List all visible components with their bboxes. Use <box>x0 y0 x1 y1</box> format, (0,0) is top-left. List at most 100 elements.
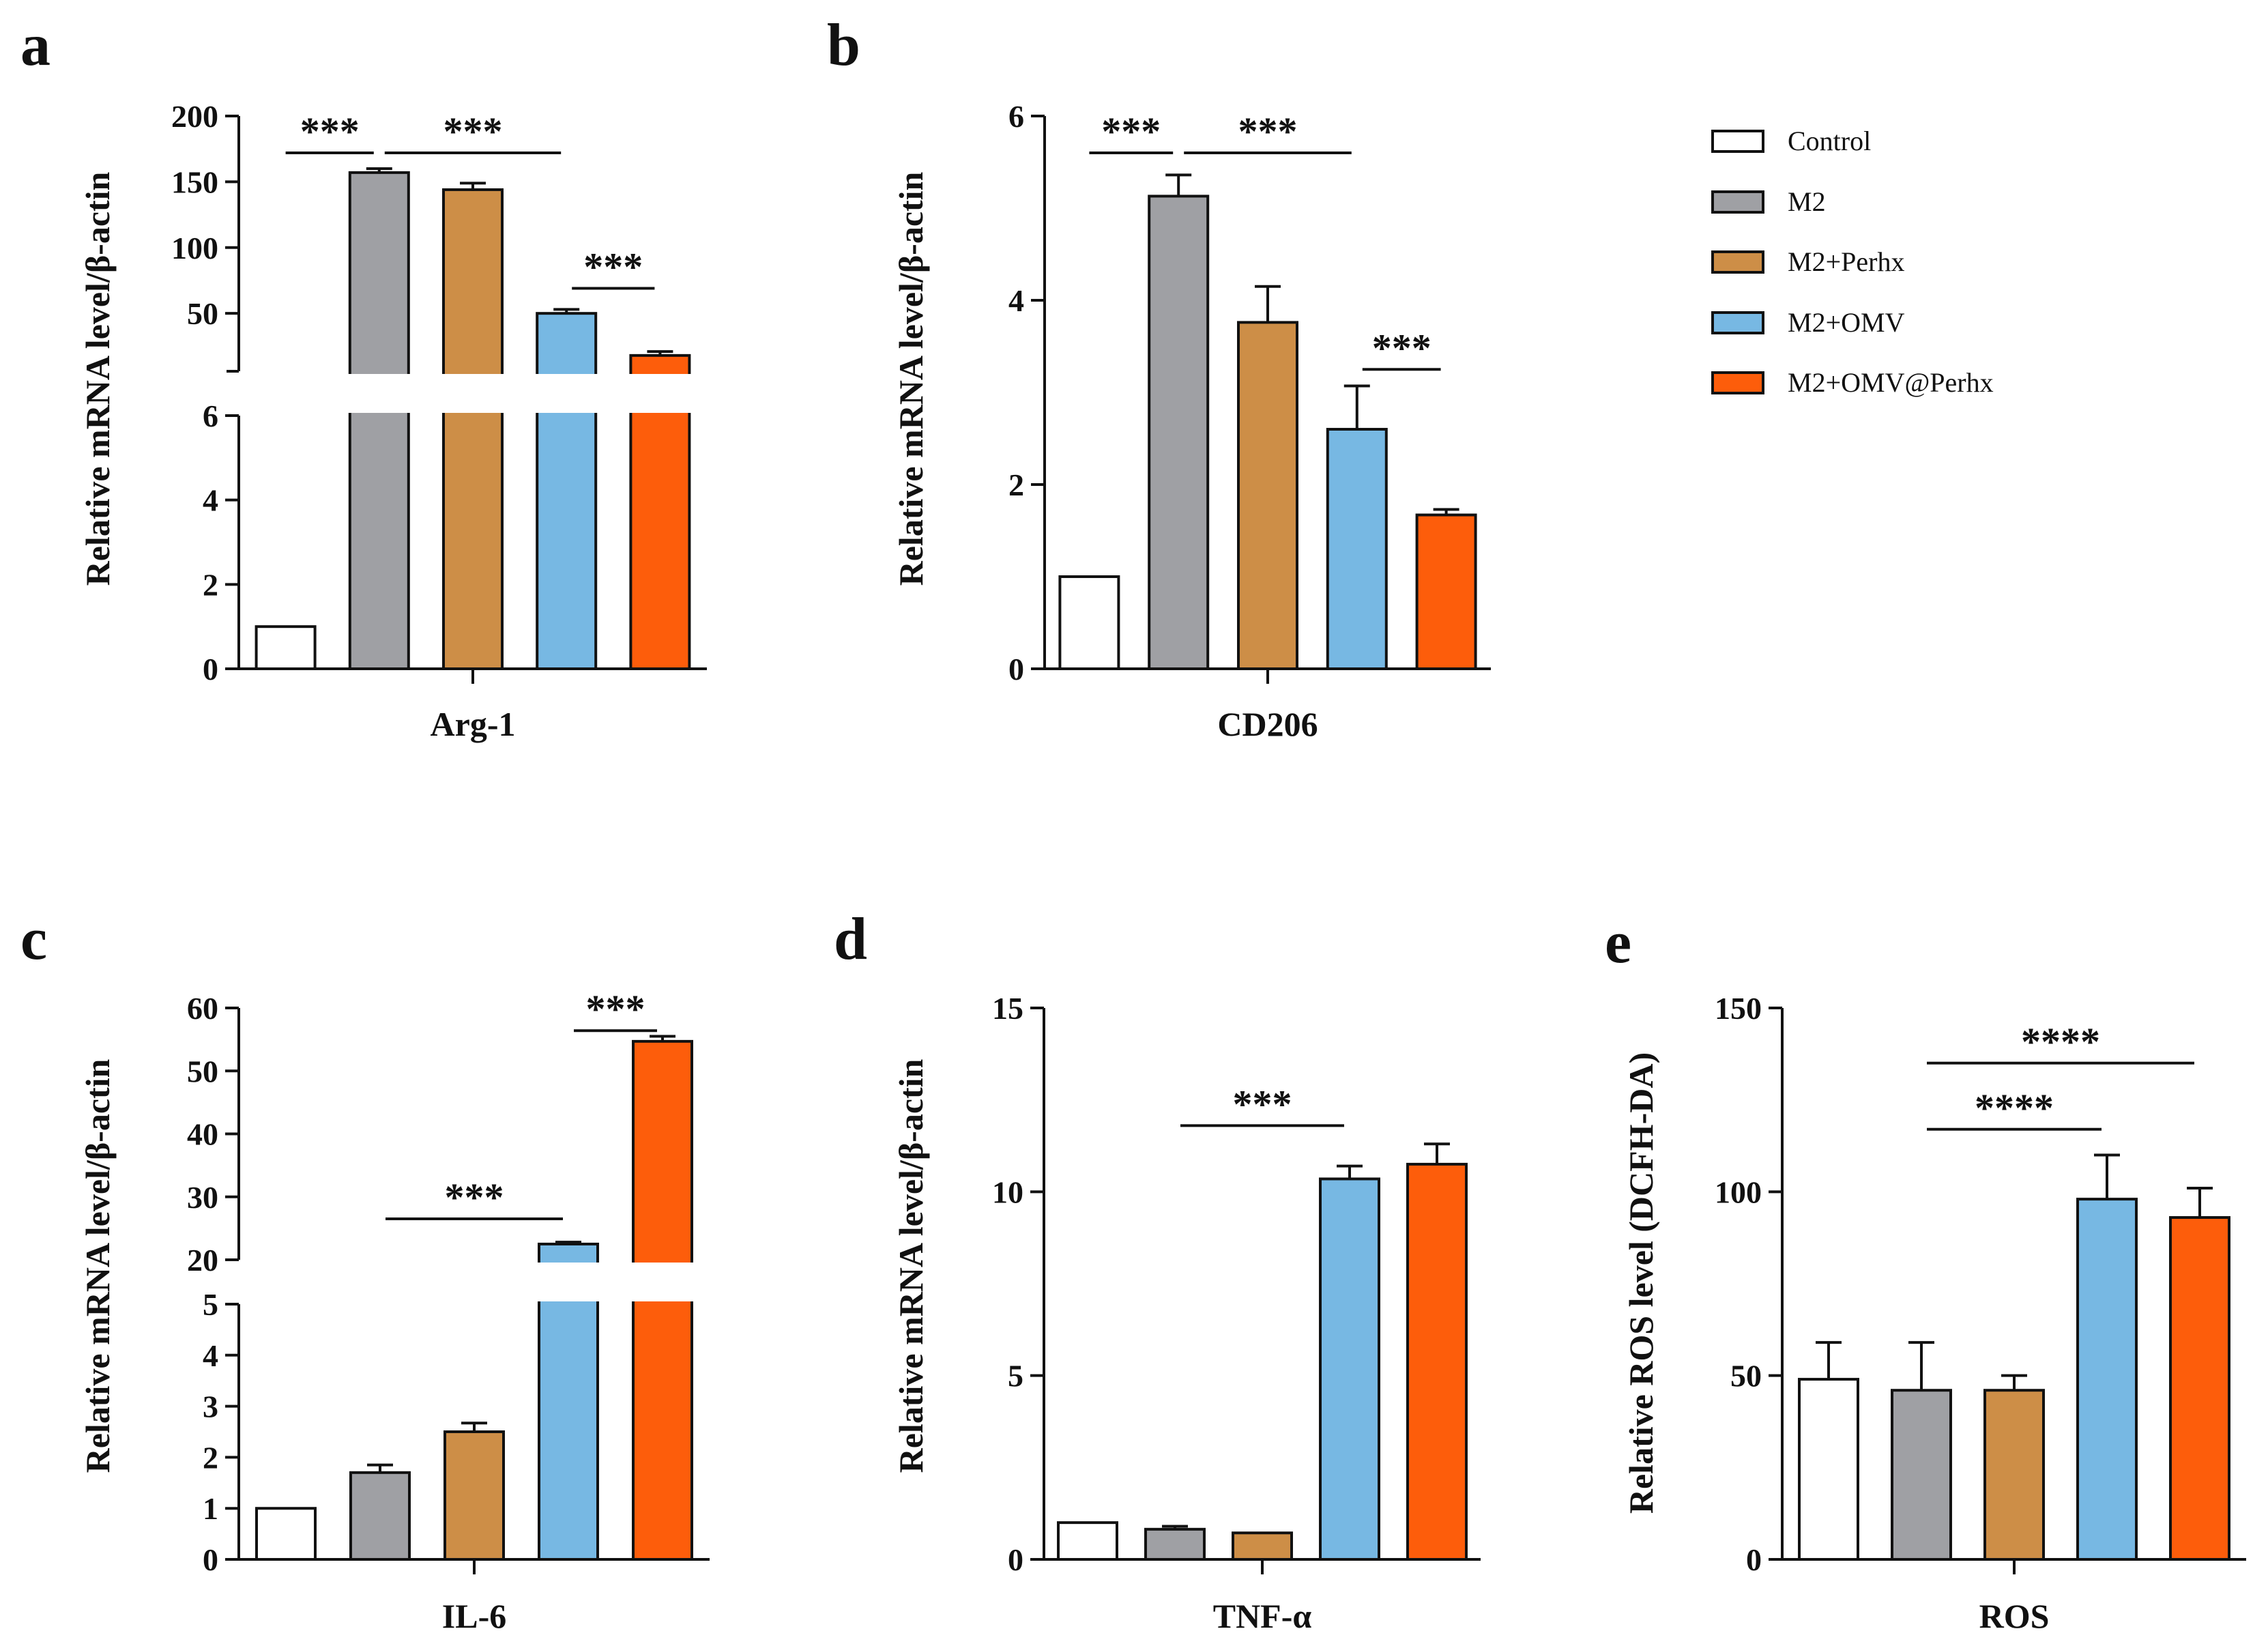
y-tick-label-d-10: 10 <box>992 1174 1023 1209</box>
legend: Control M2 M2+Perhx M2+OMV M2+OMV@Perhx <box>1711 126 1994 398</box>
y-tick-label-b-2: 2 <box>1008 467 1024 502</box>
y-tick-label-d-5: 5 <box>1008 1359 1023 1394</box>
bar-d-4 <box>1406 1162 1468 1561</box>
y-tick-label-a-50: 50 <box>187 296 218 331</box>
bar-b-0 <box>1058 575 1120 670</box>
y-tick-label-d-0: 0 <box>1008 1542 1023 1577</box>
y-tick-label-c-50: 50 <box>187 1054 218 1088</box>
legend-label-m2-omv-perhx: M2+OMV@Perhx <box>1788 367 1994 398</box>
y-tick-label-e-100: 100 <box>1715 1174 1762 1209</box>
sig-label-a-1: *** <box>444 109 503 154</box>
y-tick-label-a-2: 2 <box>203 567 218 602</box>
category-label-b: CD206 <box>1217 705 1318 743</box>
chart-panel-c: 0 1 2 3 4 5 20 30 40 50 60 IL-6 Relative mRNA level/… <box>78 987 721 1635</box>
sig-label-e-0: **** <box>1975 1086 2054 1130</box>
y-tick-label-c-60: 60 <box>187 991 218 1026</box>
bar-c-0 <box>255 1507 317 1561</box>
y-tick-label-a-4: 4 <box>203 483 218 518</box>
y-tick-label-c-3: 3 <box>203 1389 218 1424</box>
panel-letter-b: b <box>827 12 860 78</box>
panel-letter-c: c <box>20 906 47 972</box>
sig-label-a-0: *** <box>300 109 360 154</box>
bar-e-3 <box>2076 1198 2138 1561</box>
y-tick-label-b-6: 6 <box>1008 99 1024 134</box>
bar-e-1 <box>1891 1389 1952 1561</box>
bar-a-0 <box>255 625 317 671</box>
sig-label-b-2: *** <box>1372 326 1431 370</box>
bar-a-2 <box>442 188 504 671</box>
y-tick-label-a-0: 0 <box>203 652 218 687</box>
sig-label-b-0: *** <box>1101 109 1161 154</box>
y-axis-title-b: Relative mRNA level/β-actin <box>892 171 930 586</box>
category-label-c: IL-6 <box>442 1597 506 1635</box>
legend-swatch-m2-omv <box>1711 311 1764 334</box>
chart-panel-d: 0 5 10 15 TNF-α Relative mRNA level/β-actin **… <box>892 991 1481 1635</box>
sig-label-d-0: *** <box>1233 1082 1292 1126</box>
y-tick-label-e-0: 0 <box>1746 1542 1762 1577</box>
bar-b-4 <box>1415 513 1477 670</box>
y-tick-label-a-6: 6 <box>203 399 218 433</box>
legend-swatch-m2-omv-perhx <box>1711 371 1764 394</box>
y-tick-label-c-30: 30 <box>187 1180 218 1215</box>
bar-e-2 <box>1983 1389 2045 1561</box>
legend-swatch-m2-perhx <box>1711 250 1764 274</box>
sig-label-c-0: *** <box>445 1175 504 1220</box>
category-label-d: TNF-α <box>1213 1597 1312 1635</box>
y-tick-label-c-20: 20 <box>187 1243 218 1278</box>
bar-d-1 <box>1144 1527 1206 1561</box>
legend-item-m2-omv-perhx: M2+OMV@Perhx <box>1711 367 1994 398</box>
chart-panel-e: 0 50 100 150 ROS Relative ROS level (DCFH-DA)… <box>1622 991 2246 1635</box>
legend-label-m2-perhx: M2+Perhx <box>1788 246 1904 277</box>
sig-label-e-1: **** <box>2021 1020 2100 1064</box>
y-tick-label-a-200: 200 <box>171 99 218 134</box>
y-tick-label-d-15: 15 <box>992 991 1023 1026</box>
axis-break-gap-a <box>229 374 718 413</box>
bar-d-3 <box>1319 1177 1380 1561</box>
panel-letter-e: e <box>1605 910 1631 976</box>
legend-item-m2: M2 <box>1711 186 1826 217</box>
y-tick-label-a-100: 100 <box>171 231 218 265</box>
category-label-e: ROS <box>1979 1597 2050 1635</box>
bar-c-1 <box>349 1471 411 1561</box>
y-tick-label-b-0: 0 <box>1008 652 1024 687</box>
legend-item-control: Control <box>1711 126 1871 156</box>
chart-panel-a: 0 2 4 6 50 100 150 200 Arg-1 Relative mRNA level/… <box>78 99 718 743</box>
legend-label-control: Control <box>1788 126 1871 156</box>
bar-b-3 <box>1326 428 1388 670</box>
legend-swatch-control <box>1711 130 1764 153</box>
y-tick-label-a-150: 150 <box>171 164 218 199</box>
bar-a-3 <box>536 312 598 671</box>
sig-label-c-1: *** <box>586 987 645 1031</box>
legend-label-m2: M2 <box>1788 186 1826 217</box>
bar-d-0 <box>1057 1521 1118 1561</box>
y-tick-label-c-40: 40 <box>187 1117 218 1152</box>
bar-b-2 <box>1237 321 1298 670</box>
category-label-a: Arg-1 <box>431 705 516 743</box>
panel-letter-d: d <box>834 906 867 972</box>
y-tick-label-c-2: 2 <box>203 1440 218 1475</box>
sig-label-b-1: *** <box>1238 109 1298 154</box>
legend-item-m2-perhx: M2+Perhx <box>1711 246 1904 277</box>
legend-swatch-m2 <box>1711 190 1764 214</box>
bar-c-2 <box>444 1430 505 1561</box>
bar-a-1 <box>348 171 410 670</box>
y-tick-label-c-0: 0 <box>203 1542 218 1577</box>
axis-break-gap-c <box>229 1263 721 1301</box>
legend-item-m2-omv: M2+OMV <box>1711 307 1905 338</box>
chart-panel-b: 0 2 4 6 CD206 Relative mRNA level/β-actin *** *… <box>892 99 1491 743</box>
y-tick-label-e-150: 150 <box>1715 991 1762 1026</box>
y-tick-label-c-1: 1 <box>203 1491 218 1526</box>
y-axis-title-e: Relative ROS level (DCFH-DA) <box>1622 1052 1660 1514</box>
sig-label-a-2: *** <box>583 245 643 289</box>
bar-d-2 <box>1232 1531 1293 1561</box>
y-axis-title-c: Relative mRNA level/β-actin <box>78 1058 117 1473</box>
y-axis-title-a: Relative mRNA level/β-actin <box>78 171 117 586</box>
y-axis-title-d: Relative mRNA level/β-actin <box>892 1058 930 1473</box>
bar-b-1 <box>1148 194 1210 670</box>
panel-letter-a: a <box>20 12 50 78</box>
bar-e-0 <box>1798 1378 1859 1561</box>
y-tick-label-c-5: 5 <box>203 1287 218 1322</box>
bar-e-4 <box>2169 1216 2230 1561</box>
